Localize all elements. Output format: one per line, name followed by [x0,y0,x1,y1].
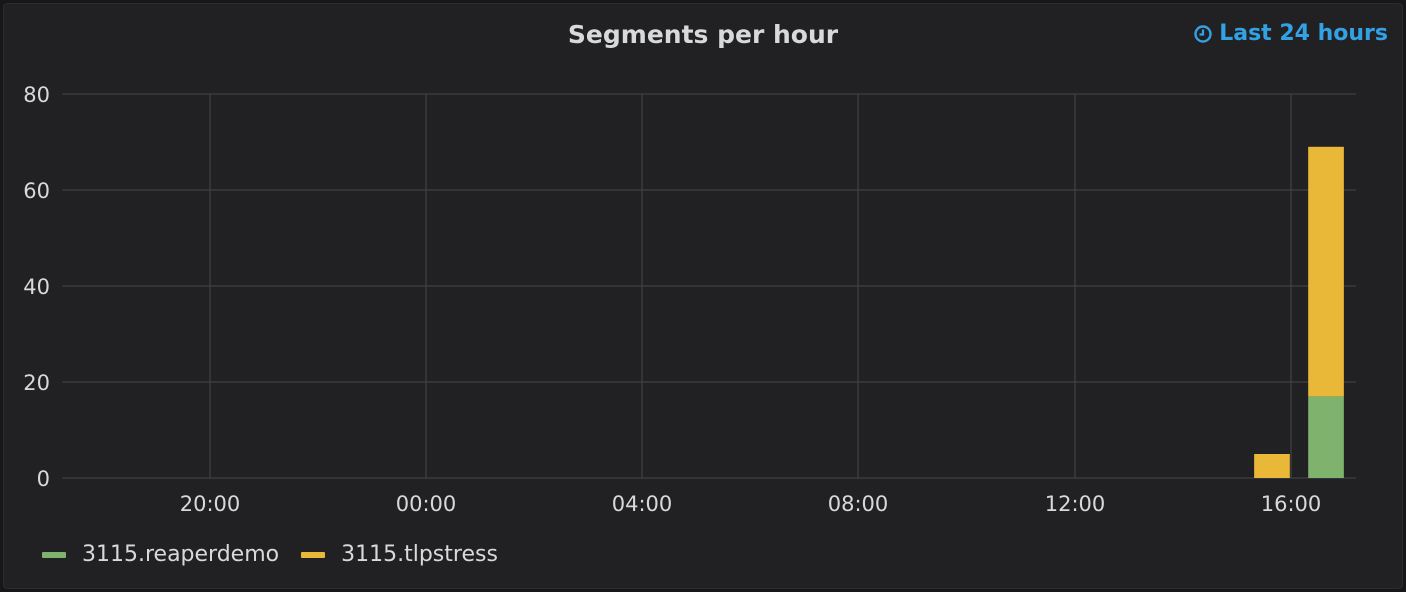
x-tick-label: 12:00 [1045,492,1106,516]
legend: 3115.reaperdemo 3115.tlpstress [42,542,498,567]
bar-3115-tlpstress-1600 [1308,146,1344,397]
clock-icon [1193,24,1213,44]
bar-3115-tlpstress-1500 [1254,454,1290,478]
x-tick-label: 00:00 [396,492,457,516]
bar-3115-reaperdemo-1600 [1308,396,1344,478]
legend-item-tlpstress[interactable]: 3115.tlpstress [301,542,498,567]
legend-item-reaperdemo[interactable]: 3115.reaperdemo [42,542,279,567]
graph-panel: Segments per hour Last 24 hours 0 20 40 60 8… [3,3,1403,589]
y-tick-label: 20 [23,371,50,395]
x-tick-label: 04:00 [612,492,673,516]
x-tick-label: 20:00 [180,492,241,516]
y-tick-label: 40 [23,275,50,299]
legend-swatch-reaperdemo [42,551,66,558]
x-tick-label: 08:00 [828,492,889,516]
y-tick-label: 80 [23,83,50,107]
time-range-label: Last 24 hours [1219,21,1388,46]
legend-label-tlpstress: 3115.tlpstress [341,542,498,567]
stacked-bar-chart: 0 20 40 60 80 20:00 00:00 04:00 08:00 12:00 16:00 [23,83,1356,516]
panel-title[interactable]: Segments per hour [567,20,839,49]
y-tick-label: 0 [37,467,50,491]
legend-label-reaperdemo: 3115.reaperdemo [82,542,280,567]
legend-swatch-tlpstress [301,551,326,558]
y-tick-label: 60 [23,179,50,203]
time-range-info[interactable]: Last 24 hours [1193,21,1388,46]
x-tick-label: 16:00 [1261,492,1322,516]
